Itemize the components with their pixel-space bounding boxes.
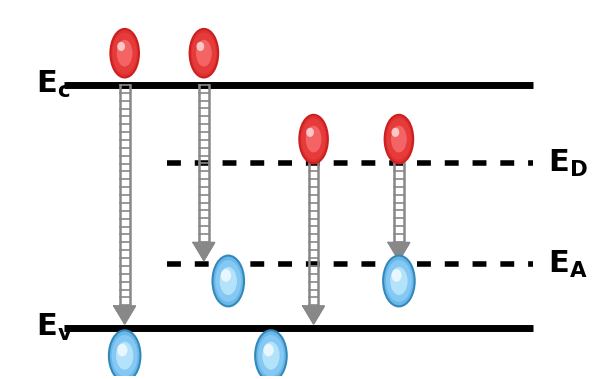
Ellipse shape [391, 126, 407, 152]
Ellipse shape [189, 29, 218, 77]
Ellipse shape [391, 269, 402, 282]
Ellipse shape [306, 126, 322, 152]
Polygon shape [388, 243, 410, 260]
Ellipse shape [258, 335, 284, 376]
Ellipse shape [117, 42, 125, 51]
Ellipse shape [255, 330, 287, 379]
Ellipse shape [383, 255, 415, 306]
Text: $\mathbf{E_c}$: $\mathbf{E_c}$ [36, 69, 71, 100]
Polygon shape [303, 306, 324, 324]
Ellipse shape [196, 42, 204, 51]
Ellipse shape [117, 40, 132, 67]
Ellipse shape [111, 29, 139, 77]
Ellipse shape [301, 119, 326, 160]
Ellipse shape [215, 260, 241, 302]
Text: $\mathbf{E_A}$: $\mathbf{E_A}$ [548, 249, 588, 280]
Polygon shape [193, 243, 215, 260]
Ellipse shape [192, 33, 216, 74]
Text: $\mathbf{E_v}$: $\mathbf{E_v}$ [36, 312, 73, 343]
Ellipse shape [387, 119, 411, 160]
Text: $\mathbf{E_D}$: $\mathbf{E_D}$ [548, 148, 588, 179]
Ellipse shape [391, 267, 408, 295]
Ellipse shape [221, 269, 231, 282]
Ellipse shape [117, 344, 127, 356]
Ellipse shape [220, 267, 237, 295]
Ellipse shape [386, 260, 412, 302]
Ellipse shape [262, 342, 280, 370]
Ellipse shape [109, 330, 140, 379]
Ellipse shape [263, 344, 274, 356]
Ellipse shape [391, 128, 399, 137]
Ellipse shape [384, 115, 413, 163]
Polygon shape [114, 306, 135, 324]
Ellipse shape [213, 255, 244, 306]
Ellipse shape [116, 342, 133, 370]
Ellipse shape [306, 128, 314, 137]
Ellipse shape [196, 40, 212, 67]
Ellipse shape [300, 115, 328, 163]
Ellipse shape [112, 335, 138, 376]
Ellipse shape [113, 33, 137, 74]
